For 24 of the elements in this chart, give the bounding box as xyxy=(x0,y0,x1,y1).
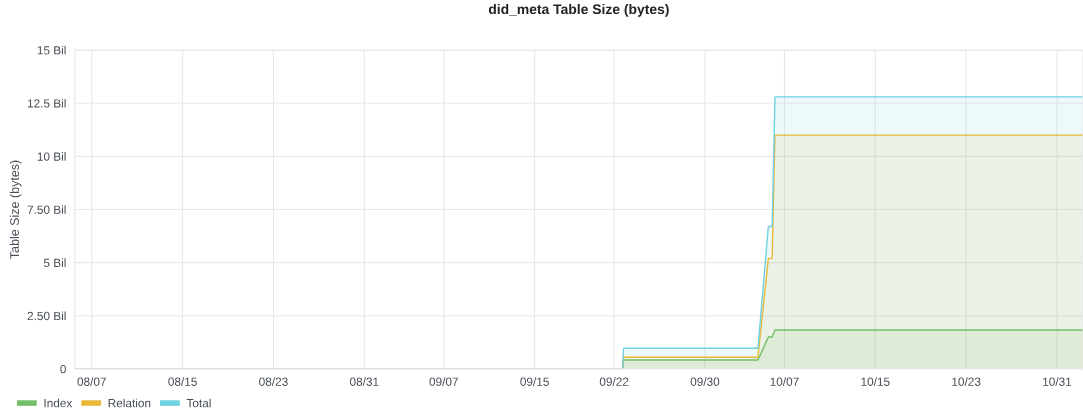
x-tick-label: 10/15 xyxy=(861,377,890,386)
x-tick-label: 09/22 xyxy=(599,377,629,386)
x-tick-label: 10/07 xyxy=(770,377,799,386)
x-tick-label: 09/07 xyxy=(429,377,458,386)
legend-label: Relation xyxy=(108,398,151,408)
x-tick-label: 08/23 xyxy=(259,377,288,386)
y-tick-label: 2.50 Bil xyxy=(27,311,66,321)
y-tick-label: 7.50 Bil xyxy=(27,205,66,214)
y-tick-label: 10 Bil xyxy=(37,152,66,161)
x-tick-label: 08/15 xyxy=(168,377,197,386)
x-tick-label: 10/23 xyxy=(952,377,981,386)
x-tick-label: 08/07 xyxy=(77,377,106,386)
x-tick-label: 09/15 xyxy=(520,377,549,386)
legend-label: Total xyxy=(186,398,211,408)
x-tick-label: 09/30 xyxy=(690,377,720,386)
chart-title: did_meta Table Size (bytes) xyxy=(488,3,669,17)
y-tick-label: 0 xyxy=(60,364,66,374)
y-axis-title: Table Size (bytes) xyxy=(9,160,22,259)
y-tick-label: 5 Bil xyxy=(43,258,66,268)
legend-label: Index xyxy=(44,398,73,408)
y-tick-label: 12.5 Bil xyxy=(27,98,66,108)
x-tick-label: 08/31 xyxy=(349,377,379,386)
y-tick-label: 15 Bil xyxy=(37,45,66,55)
x-tick-label: 10/31 xyxy=(1043,377,1072,386)
